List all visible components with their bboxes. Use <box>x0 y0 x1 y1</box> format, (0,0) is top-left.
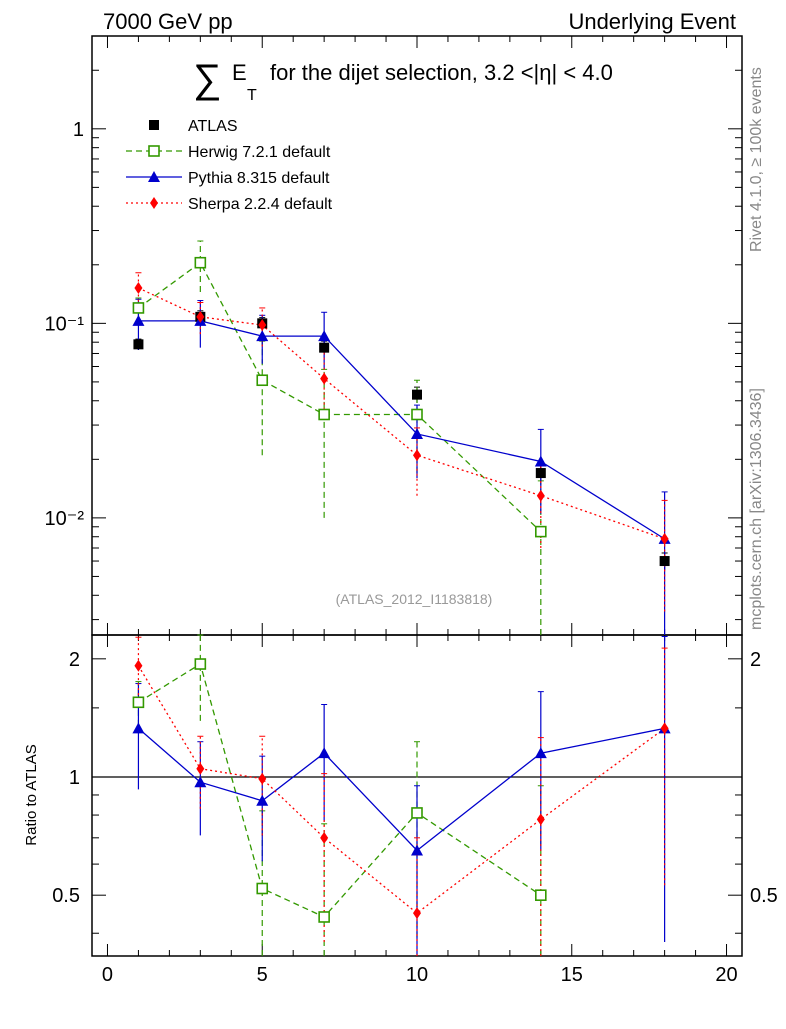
ratio-point <box>411 807 423 819</box>
data-point <box>412 389 422 400</box>
y-tick-label: 10⁻² <box>45 508 85 530</box>
data-point <box>318 330 331 342</box>
title-sum-symbol: ∑ <box>193 57 222 101</box>
legend-marker <box>149 120 159 130</box>
legend-label: Herwig 7.2.1 default <box>188 144 331 161</box>
y-tick-label: 10⁻¹ <box>45 313 85 335</box>
data-point <box>256 330 269 342</box>
x-tick-label: 5 <box>257 964 268 986</box>
ratio-point <box>194 658 207 670</box>
ratio-tick-label: 2 <box>69 649 80 671</box>
plot-title: ∑ E T for the dijet selection, 3.2 <|η| … <box>193 57 613 104</box>
ratio-series-line <box>138 663 542 918</box>
data-point <box>132 314 145 326</box>
ratio-point <box>411 844 423 856</box>
legend: ATLAS Herwig 7.2.1 default Pythia 8.315 de… <box>126 118 333 213</box>
data-point <box>659 556 670 567</box>
data-point <box>256 374 269 387</box>
ratio-point <box>413 907 421 920</box>
data-point <box>258 319 267 332</box>
header-right: Underlying Event <box>568 9 736 34</box>
data-point <box>319 342 330 353</box>
data-point <box>534 455 547 467</box>
legend-label: ATLAS <box>188 118 238 135</box>
ratio-point <box>256 882 269 895</box>
legend-label: Sherpa 2.2.4 default <box>188 196 333 213</box>
ratio-point <box>536 813 545 826</box>
ratio-point <box>134 659 143 672</box>
title-text: for the dijet selection, 3.2 <|η| < 4.0 <box>270 60 613 85</box>
series-line <box>138 261 542 533</box>
data-point <box>134 281 143 294</box>
ratio-y-axis-label: Ratio to ATLAS <box>23 744 40 845</box>
ratio-point <box>318 911 330 923</box>
data-point <box>318 408 330 421</box>
legend-label: Pythia 8.315 default <box>188 170 330 187</box>
ratio-point <box>194 776 207 788</box>
x-tick-label: 0 <box>102 964 113 986</box>
x-tick-label: 20 <box>715 964 737 986</box>
ratio-right-tick-label: 2 <box>750 649 761 671</box>
ratio-point <box>318 747 331 759</box>
side-label-mcplots: mcplots.cern.ch [arXiv:1306.3436] <box>748 388 765 630</box>
title-subscript: T <box>247 87 257 104</box>
ratio-point <box>320 831 329 844</box>
ratio-right-tick-label: 0.5 <box>750 885 778 907</box>
series-lines <box>137 261 666 918</box>
data-point <box>194 256 207 269</box>
ratio-series-line <box>137 665 666 914</box>
ratio-point <box>534 747 547 759</box>
data-point <box>535 468 546 479</box>
ratio-series-line <box>138 727 665 852</box>
ratio-point <box>132 696 145 709</box>
ratio-point <box>258 772 267 785</box>
ratio-tick-label: 0.5 <box>52 885 80 907</box>
data-point <box>196 310 205 323</box>
title-e: E <box>232 60 247 85</box>
data-point <box>411 408 423 421</box>
series-line <box>138 320 665 540</box>
data-point <box>413 449 421 462</box>
data-point <box>132 302 145 314</box>
x-tick-label: 15 <box>561 964 583 986</box>
ratio-point <box>132 722 145 734</box>
legend-marker <box>150 197 158 209</box>
data-point <box>411 427 423 439</box>
x-tick-label: 10 <box>406 964 428 986</box>
axis-ticks: 0 5 10 15 20 1 10⁻¹ 10⁻² 2 1 0.5 2 0.5 <box>45 35 778 986</box>
header-left: 7000 GeV pp <box>103 9 233 34</box>
ratio-point <box>535 889 547 901</box>
data-point <box>133 339 144 350</box>
data-point <box>535 525 547 538</box>
ratio-point <box>660 722 669 735</box>
analysis-id-label: (ATLAS_2012_I1183818) <box>336 591 493 607</box>
data-markers <box>132 256 671 923</box>
ratio-point <box>196 762 205 775</box>
legend-marker <box>148 145 160 157</box>
legend-marker <box>148 171 160 182</box>
data-point <box>320 372 329 385</box>
y-tick-label: 1 <box>73 119 84 141</box>
ratio-tick-label: 1 <box>69 767 80 789</box>
data-point <box>660 532 669 545</box>
ratio-point <box>256 794 269 806</box>
side-label-rivet: Rivet 4.1.0, ≥ 100k events <box>748 67 765 252</box>
data-point <box>536 489 545 502</box>
